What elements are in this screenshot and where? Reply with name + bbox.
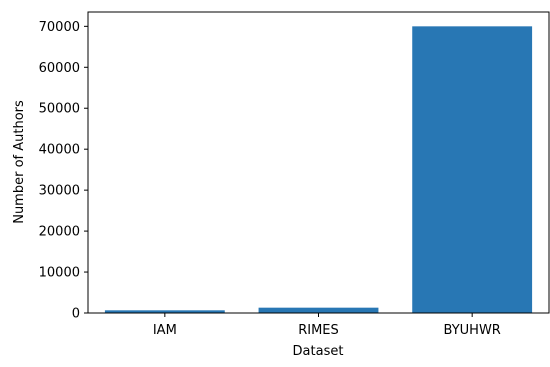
y-tick-label: 50000	[39, 102, 80, 117]
x-tick-label: IAM	[153, 323, 177, 338]
y-tick-label: 20000	[39, 225, 80, 240]
y-tick-label: 70000	[39, 20, 80, 35]
x-axis-label: Dataset	[293, 344, 344, 359]
y-tick-label: 60000	[39, 61, 80, 76]
bar-iam	[104, 310, 225, 313]
y-axis-label: Number of Authors	[12, 100, 27, 224]
x-tick-label: BYUHWR	[444, 323, 501, 338]
y-axis-ticks: 0 10000 20000 30000 40000 50000 60000 70000	[39, 20, 88, 322]
plot-frame	[87, 11, 550, 314]
bar-byuhwr	[412, 26, 533, 313]
y-tick-label: 30000	[39, 184, 80, 199]
x-tick-label: RIMES	[298, 323, 339, 338]
x-axis-ticks: IAM RIMES BYUHWR	[153, 313, 501, 338]
y-tick-label: 40000	[39, 143, 80, 158]
bars-group	[104, 26, 533, 313]
y-tick-label: 10000	[39, 266, 80, 281]
bar-rimes	[258, 307, 379, 313]
y-tick-label: 0	[72, 307, 80, 322]
